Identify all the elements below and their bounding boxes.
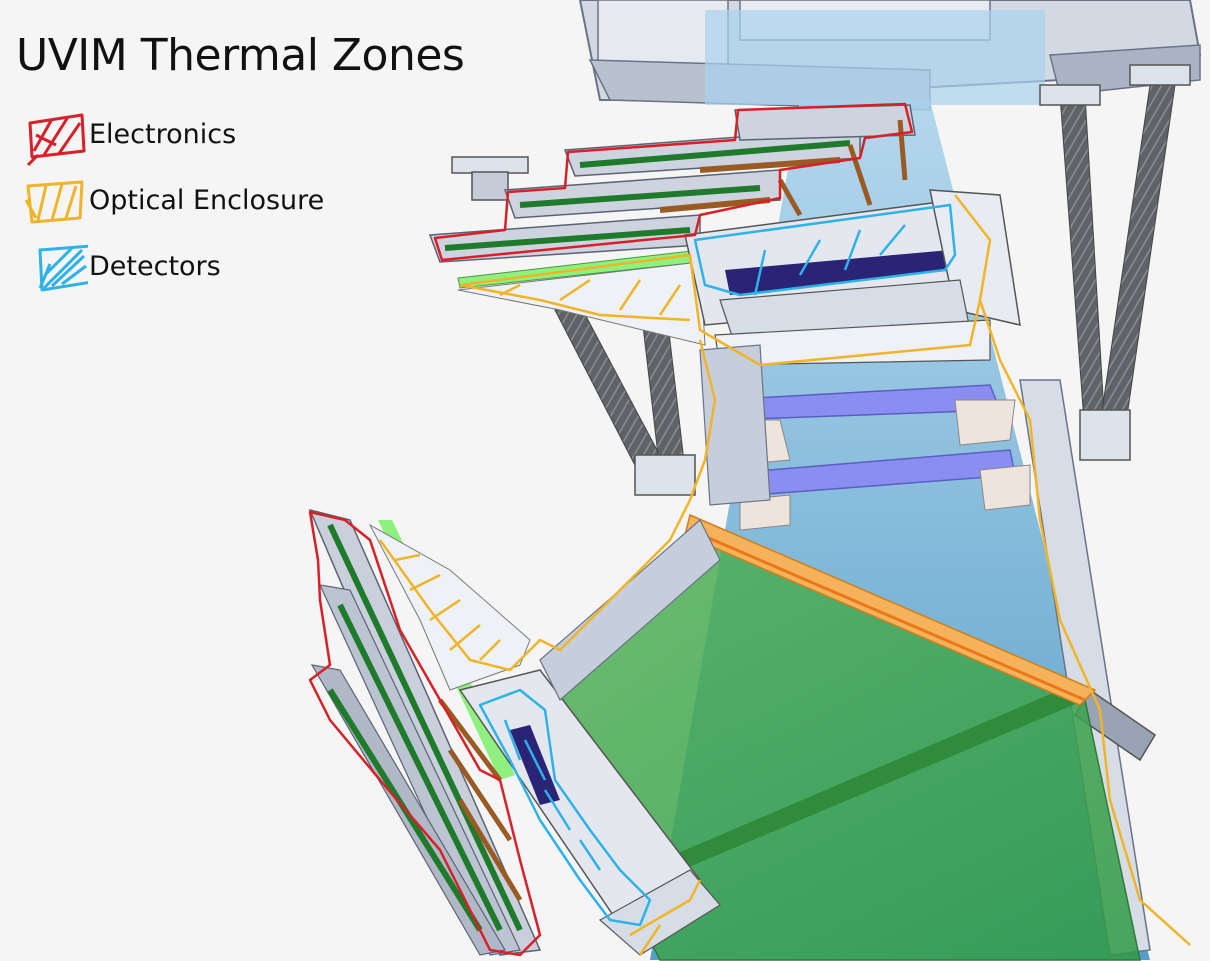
green-optical-volume — [539, 513, 1141, 961]
lens-elements — [699, 344, 1031, 531]
legend-label-detectors: Detectors — [89, 251, 221, 282]
page-title: UVIM Thermal Zones — [16, 30, 465, 81]
legend-item-electronics: Electronics — [22, 105, 362, 167]
upper-detector-assembly — [684, 189, 1021, 366]
optical-enclosure-zone-outline — [378, 194, 1191, 956]
lower-detector-assembly — [458, 519, 721, 956]
upper-electronics-stack — [428, 104, 916, 346]
truss-struts — [451, 64, 1191, 496]
legend-label-electronics: Electronics — [89, 119, 237, 150]
top-housing — [578, 0, 1202, 111]
detectors-swatch-icon — [38, 244, 88, 292]
detectors-zone-outline — [478, 203, 957, 927]
optical-enclosure-swatch-icon — [24, 180, 84, 224]
legend-item-detectors: Detectors — [22, 238, 362, 298]
legend-label-optical-enclosure: Optical Enclosure — [89, 185, 325, 216]
electronics-zone-outline — [308, 102, 914, 957]
legend-item-optical-enclosure: Optical Enclosure — [22, 172, 362, 232]
electronics-swatch-icon — [26, 113, 86, 167]
